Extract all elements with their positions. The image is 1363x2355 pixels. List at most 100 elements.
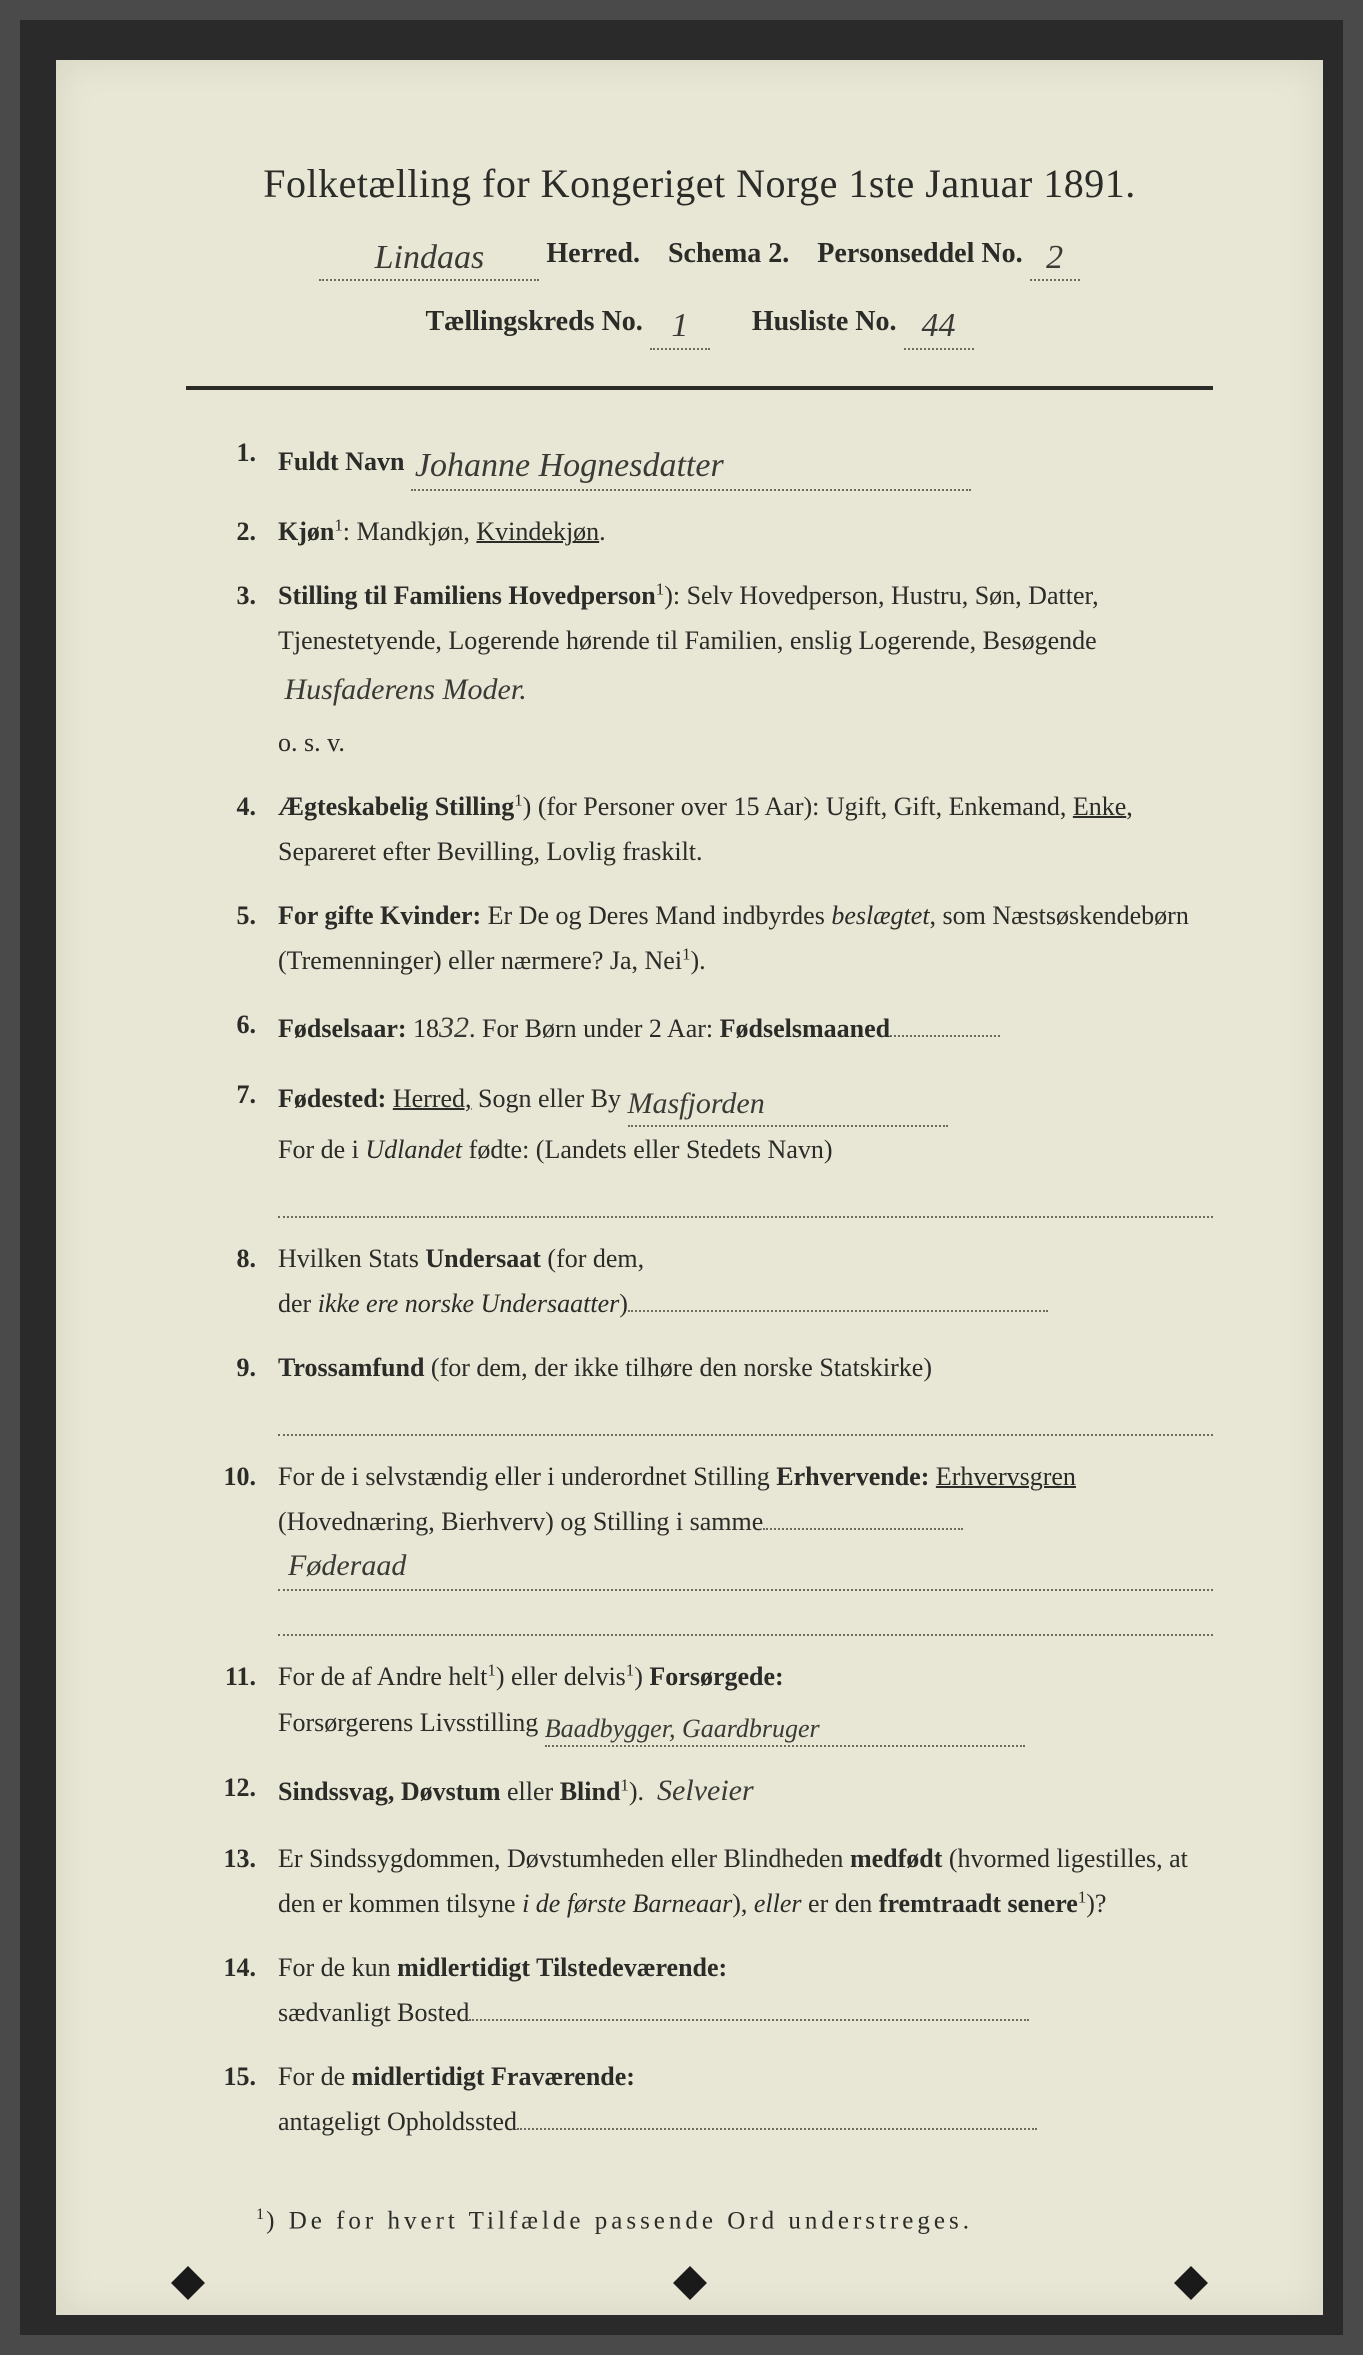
item-bold: Erhvervende: [776,1462,929,1491]
item-text: : Mandkjøn, [343,517,477,546]
item-number: 15. [212,2054,256,2145]
item-italic: ikke ere norske Undersaatter [318,1289,620,1318]
item-bold: Forsørgede: [649,1662,783,1691]
item-text: For de [278,2062,352,2091]
item-label: Stilling til Familiens Hovedperson [278,581,656,610]
item-8: 8. Hvilken Stats Undersaat (for dem, der… [212,1236,1213,1327]
scan-backdrop: Folketælling for Kongeriget Norge 1ste J… [20,20,1343,2335]
herred-label: Herred. [546,238,640,269]
item-14: 14. For de kun midlertidigt Tilstedevære… [212,1945,1213,2036]
item-1: 1. Fuldt Navn Johanne Hognesdatter [212,430,1213,492]
item-italic: Udlandet [365,1135,462,1164]
item-number: 12. [212,1765,256,1818]
item-text: For de kun [278,1953,397,1982]
item-text: For de i [278,1135,365,1164]
item-italic2: eller [754,1889,802,1918]
item-text: . For Børn under 2 Aar: [469,1014,720,1043]
item-5: 5. For gifte Kvinder: Er De og Deres Man… [212,893,1213,984]
item-11: 11. For de af Andre helt1) eller delvis1… [212,1654,1213,1747]
item-italic: i de første Barneaar [522,1889,732,1918]
item-number: 3. [212,573,256,766]
occupation-handwritten: Føderaad [288,1540,406,1593]
item-text: Sogn eller By [472,1084,622,1113]
footnote-marker: 1 [256,2205,266,2223]
item-bold: Trossamfund [278,1353,424,1382]
item-text: antageligt Opholdssted [278,2107,517,2136]
kreds-no: 1 [667,299,692,353]
item-number: 11. [212,1654,256,1747]
footnote: 1) De for hvert Tilfælde passende Ord un… [186,2205,1213,2235]
paper-damage-icon [673,2266,707,2300]
paper-damage-icon [171,2266,205,2300]
item-number: 7. [212,1072,256,1218]
item-2: 2. Kjøn1: Mandkjøn, Kvindekjøn. [212,509,1213,555]
item-number: 8. [212,1236,256,1327]
item-text: fødte: (Landets eller Stedets Navn) [462,1135,832,1164]
item-text: eller [501,1777,560,1806]
item-number: 9. [212,1345,256,1436]
item-9: 9. Trossamfund (for dem, der ikke tilhør… [212,1345,1213,1436]
name-handwritten: Johanne Hognesdatter [411,436,728,496]
husliste-label: Husliste No. [752,306,897,337]
item-text: er den [802,1889,879,1918]
year-prefix: 18 [407,1014,440,1043]
item-6: 6. Fødselsaar: 1832. For Børn under 2 Aa… [212,1002,1213,1055]
item-label2: Fødselsmaaned [720,1014,890,1043]
item-text: ) (for Personer over 15 Aar): Ugift, Gif… [523,792,1073,821]
item-label: Fødested: [278,1084,386,1113]
personseddel-no: 2 [1042,231,1067,285]
selected-option: Enke [1073,792,1126,821]
item-text: (for dem, der ikke tilhøre den norske St… [424,1353,932,1382]
item-text: Hvilken Stats [278,1244,425,1273]
item-tail: o. s. v. [278,720,1213,766]
item-text: For de af Andre helt [278,1662,487,1691]
herred-line: Lindaas Herred. Schema 2. Personseddel N… [186,225,1213,281]
item-number: 14. [212,1945,256,2036]
item-text: Er De og Deres Mand indbyrdes [481,901,831,930]
dotted-blank-line: Føderaad [278,1549,1213,1591]
form-items: 1. Fuldt Navn Johanne Hognesdatter 2. Kj… [186,430,1213,2145]
item-label: Fødselsaar: [278,1014,407,1043]
item-number: 2. [212,509,256,555]
item-bold: medfødt [850,1844,942,1873]
footnote-ref: 1 [487,1661,495,1680]
item-text: ). [629,1777,644,1806]
item-label: Fuldt Navn [278,447,404,476]
item-bold: midlertidigt Tilstedeværende: [397,1953,727,1982]
item-3: 3. Stilling til Familiens Hovedperson1):… [212,573,1213,766]
census-form-page: Folketælling for Kongeriget Norge 1ste J… [56,60,1323,2315]
paper-damage-icon [1174,2266,1208,2300]
item-10: 10. For de i selvstændig eller i underor… [212,1454,1213,1636]
item-15: 15. For de midlertidigt Fraværende: anta… [212,2054,1213,2145]
item-text: Er Sindssygdommen, Døvstumheden eller Bl… [278,1844,850,1873]
relation-handwritten: Husfaderens Moder. [285,673,527,706]
item-number: 5. [212,893,256,984]
item-text: der [278,1289,318,1318]
kreds-line: Tællingskreds No. 1 Husliste No. 44 [186,293,1213,349]
footnote-ref: 1 [334,516,342,535]
husliste-no: 44 [918,299,960,353]
item-text: ), [732,1889,754,1918]
selected-option: Herred, [393,1084,472,1113]
dotted-blank-line [278,1595,1213,1637]
item-number: 4. [212,784,256,875]
footnote-ref: 1 [682,945,690,964]
header-rule [186,386,1213,390]
item-text: ). [691,946,706,975]
dotted-blank-line [278,1394,1213,1436]
footnote-ref: 1 [514,790,522,809]
item-text: )? [1086,1889,1106,1918]
item-label: For gifte Kvinder: [278,901,481,930]
form-header: Folketælling for Kongeriget Norge 1ste J… [186,160,1213,350]
item-italic: beslægtet [831,901,929,930]
item-text: ) [619,1289,628,1318]
item-bold2: fremtraadt senere [879,1889,1078,1918]
item-label: Ægteskabelig Stilling [278,792,514,821]
underlined-text: Erhvervsgren [936,1462,1076,1491]
personseddel-label: Personseddel No. [817,238,1022,269]
item-text: (for dem, [541,1244,644,1273]
dotted-blank-line [278,1176,1213,1218]
item-number: 10. [212,1454,256,1636]
item-bold2: Blind [560,1777,621,1806]
item-13: 13. Er Sindssygdommen, Døvstumheden elle… [212,1836,1213,1927]
